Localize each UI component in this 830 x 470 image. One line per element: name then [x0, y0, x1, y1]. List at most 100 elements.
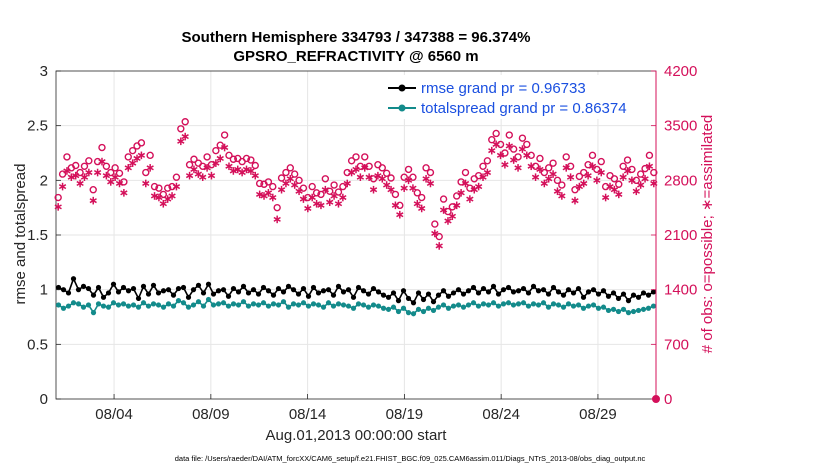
totalspread-point: [460, 304, 467, 310]
rmse-point: [100, 294, 107, 300]
obs-possible-point: [636, 170, 645, 178]
asterisk-stroke: [190, 166, 198, 172]
obs-possible-point: [540, 168, 549, 177]
obs-assimilated-point: [597, 168, 605, 177]
rmse-point: [400, 288, 407, 294]
y-axis-label-left: rmse and totalspread: [12, 164, 29, 305]
right-axis-ticks: 0 700 1400 2100 2800 3500 4200: [651, 63, 697, 408]
asterisk-stroke: [523, 152, 531, 158]
totalspread-point: [240, 299, 247, 305]
totalspread-point: [200, 303, 207, 309]
totalspread-point: [285, 304, 292, 310]
obs-assimilated-point: [404, 176, 413, 185]
totalspread-point: [615, 308, 622, 315]
obs-possible-point: [523, 140, 531, 149]
obs-possible-point: [282, 168, 290, 177]
obs-possible-point: [558, 181, 566, 189]
obs-possible-point: [155, 184, 163, 192]
asterisk-stroke: [448, 213, 457, 219]
rmse-point: [55, 284, 62, 291]
x-tick-label: 08/09: [192, 406, 230, 423]
rmse-point: [145, 291, 152, 297]
obs-assimilated-point: [317, 201, 325, 210]
obs-possible-point: [536, 154, 544, 163]
totalspread-point: [65, 303, 72, 309]
asterisk-stroke: [168, 193, 176, 199]
rmse-point: [590, 287, 597, 293]
asterisk-stroke: [553, 188, 562, 194]
obs-possible-point: [159, 190, 167, 199]
asterisk-stroke: [120, 190, 128, 196]
obs-assimilated-point: [312, 199, 321, 208]
totalspread-point: [525, 303, 532, 309]
x-tick-label: 08/14: [289, 406, 327, 423]
right-tick-label: 2800: [664, 172, 697, 189]
obs-assimilated-point: [264, 189, 273, 197]
asterisk-stroke: [251, 173, 259, 179]
asterisk-stroke: [133, 155, 141, 162]
obs-possible-point: [212, 146, 220, 155]
obs-possible-point: [650, 168, 658, 177]
rmse-point: [95, 284, 102, 291]
asterisk-stroke: [330, 193, 338, 199]
legend-rmse-marker: [398, 84, 406, 92]
asterisk-stroke: [229, 168, 238, 174]
asterisk-stroke: [518, 146, 527, 152]
totalspread-point: [360, 302, 367, 308]
obs-possible-point: [63, 153, 71, 161]
totalspread-point: [260, 300, 267, 306]
asterisk-stroke: [439, 207, 448, 213]
rmse-point: [555, 289, 562, 295]
rmse-point: [500, 287, 507, 293]
obs-assimilated-point: [514, 164, 522, 172]
totalspread-point: [430, 307, 437, 314]
totalspread-point: [345, 303, 352, 309]
rmse-point: [205, 281, 212, 287]
totalspread-point: [640, 306, 647, 312]
totalspread-point: [630, 308, 637, 315]
rmse-point: [535, 288, 542, 294]
obs-assimilated-point: [641, 174, 649, 183]
rmse-point: [640, 290, 647, 296]
obs-assimilated-point: [483, 168, 492, 177]
obs-possible-point: [339, 182, 347, 191]
left-tick-label: 2.5: [27, 118, 48, 135]
legend-box: [386, 75, 646, 119]
obs-possible-point: [479, 162, 487, 170]
obs-assimilated-point: [457, 189, 465, 197]
obs-possible-point: [203, 153, 211, 161]
asterisk-stroke: [426, 180, 435, 187]
obs-assimilated-point: [501, 160, 509, 169]
obs-possible-point: [545, 164, 553, 172]
totalspread-point: [490, 300, 497, 306]
obs-possible-point: [255, 179, 264, 188]
obs-assimilated-point: [203, 164, 211, 172]
asterisk-stroke: [242, 166, 251, 172]
obs-assimilated-point: [545, 174, 553, 183]
left-tick-label: 3: [40, 63, 48, 80]
rmse-point: [270, 292, 277, 298]
asterisk-stroke: [334, 201, 343, 207]
totalspread-point: [610, 306, 617, 312]
obs-assimilated-point: [172, 182, 181, 191]
obs-assimilated-point: [291, 181, 299, 189]
obs-assimilated-point: [531, 173, 540, 182]
rmse-point: [175, 285, 182, 292]
right-tick-label: 1400: [664, 282, 697, 299]
obs-assimilated-point: [299, 195, 308, 203]
obs-possible-point: [483, 157, 492, 165]
obs-possible-point: [220, 131, 229, 139]
totalspread-point: [180, 300, 187, 306]
asterisk-stroke: [111, 174, 119, 180]
totalspread-point: [470, 300, 477, 306]
rmse-point: [325, 287, 332, 293]
rmse-point: [245, 290, 252, 296]
asterisk-stroke: [361, 165, 369, 171]
totalspread-point: [395, 308, 402, 315]
asterisk-stroke: [177, 138, 185, 144]
totalspread-point: [185, 304, 192, 310]
asterisk-stroke: [488, 148, 496, 154]
obs-assimilated-point: [466, 195, 474, 203]
rmse-point: [140, 283, 147, 289]
obs-possible-point: [225, 151, 233, 160]
